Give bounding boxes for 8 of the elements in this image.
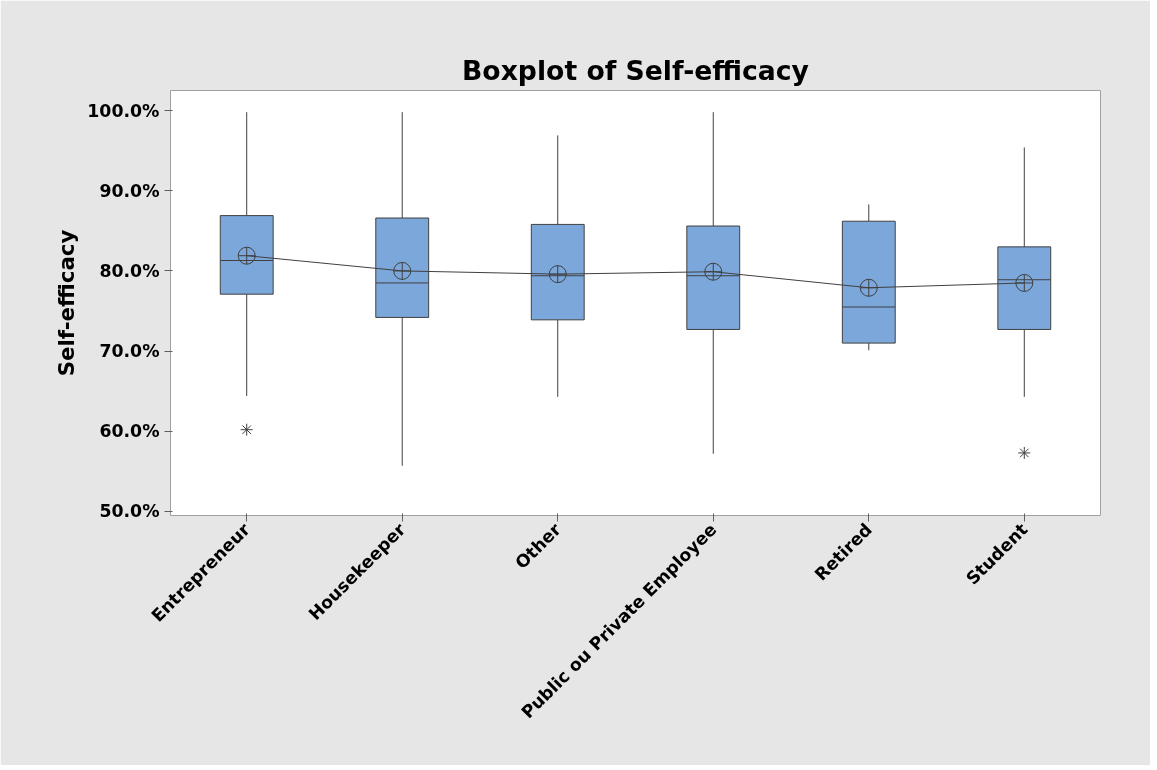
chart-title: Boxplot of Self-efficacy — [462, 54, 809, 86]
y-tick-label: 90.0% — [99, 180, 160, 201]
y-tick-label: 70.0% — [99, 341, 160, 362]
y-tick-label: 100.0% — [87, 100, 160, 121]
y-tick-label: 50.0% — [99, 501, 160, 522]
y-tick-label: 60.0% — [99, 421, 160, 442]
y-tick-label: 80.0% — [99, 260, 160, 281]
y-axis-title: Self-efficacy — [54, 229, 80, 377]
